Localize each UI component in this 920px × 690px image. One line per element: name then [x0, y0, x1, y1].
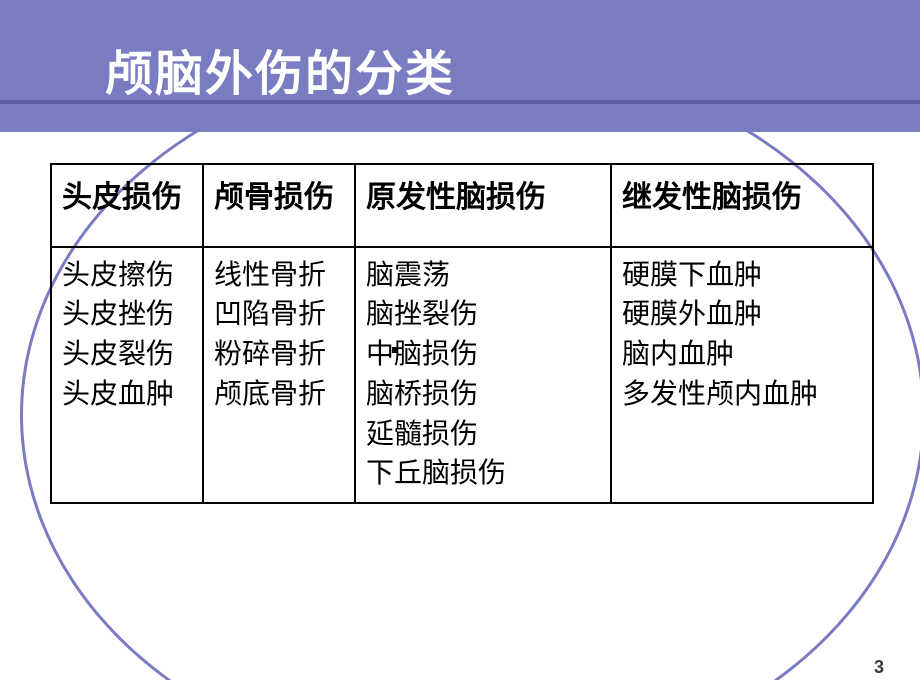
- cell-line: 凹陷骨折: [214, 295, 346, 335]
- cell-secondary: 硬膜下血肿 硬膜外血肿 脑内血肿 多发性颅内血肿: [611, 247, 873, 504]
- center-dot-icon: [392, 347, 398, 353]
- cell-line: 中脑损伤: [366, 335, 602, 375]
- col-header-2: 颅骨损伤: [203, 164, 355, 247]
- table-row: 头皮擦伤 头皮挫伤 头皮裂伤 头皮血肿 线性骨折 凹陷骨折 粉碎骨折 颅底骨折 …: [51, 247, 873, 504]
- cell-line: 头皮血肿: [62, 375, 194, 415]
- cell-skull: 线性骨折 凹陷骨折 粉碎骨折 颅底骨折: [203, 247, 355, 504]
- page-number: 3: [874, 657, 884, 678]
- col-header-3: 原发性脑损伤: [355, 164, 611, 247]
- table: 头皮损伤 颅骨损伤 原发性脑损伤 继发性脑损伤 头皮擦伤 头皮挫伤 头皮裂伤 头…: [50, 163, 874, 504]
- cell-line: 多发性颅内血肿: [622, 375, 864, 415]
- cell-line: 头皮擦伤: [62, 256, 194, 296]
- cell-line: 硬膜下血肿: [622, 256, 864, 296]
- cell-line: 脑挫裂伤: [366, 295, 602, 335]
- cell-line: 颅底骨折: [214, 375, 346, 415]
- cell-line: 脑桥损伤: [366, 375, 602, 415]
- cell-primary: 脑震荡 脑挫裂伤 中脑损伤 脑桥损伤 延髓损伤 下丘脑损伤: [355, 247, 611, 504]
- cell-scalp: 头皮擦伤 头皮挫伤 头皮裂伤 头皮血肿: [51, 247, 203, 504]
- cell-line: 线性骨折: [214, 256, 346, 296]
- slide: 颅脑外伤的分类 头皮损伤 颅骨损伤 原发性脑损伤 继发性脑损伤 头皮擦伤 头: [0, 0, 920, 690]
- col-header-4: 继发性脑损伤: [611, 164, 873, 247]
- cell-line: 脑内血肿: [622, 335, 864, 375]
- cell-line: 粉碎骨折: [214, 335, 346, 375]
- cell-line: 脑震荡: [366, 256, 602, 296]
- cell-line: 下丘脑损伤: [366, 454, 602, 494]
- cell-line: 头皮裂伤: [62, 335, 194, 375]
- cell-line: 硬膜外血肿: [622, 295, 864, 335]
- cell-line: 头皮挫伤: [62, 295, 194, 335]
- col-header-1: 头皮损伤: [51, 164, 203, 247]
- cell-line: 延髓损伤: [366, 415, 602, 455]
- table-header-row: 头皮损伤 颅骨损伤 原发性脑损伤 继发性脑损伤: [51, 164, 873, 247]
- slide-title: 颅脑外伤的分类: [105, 34, 455, 104]
- classification-table: 头皮损伤 颅骨损伤 原发性脑损伤 继发性脑损伤 头皮擦伤 头皮挫伤 头皮裂伤 头…: [50, 163, 872, 504]
